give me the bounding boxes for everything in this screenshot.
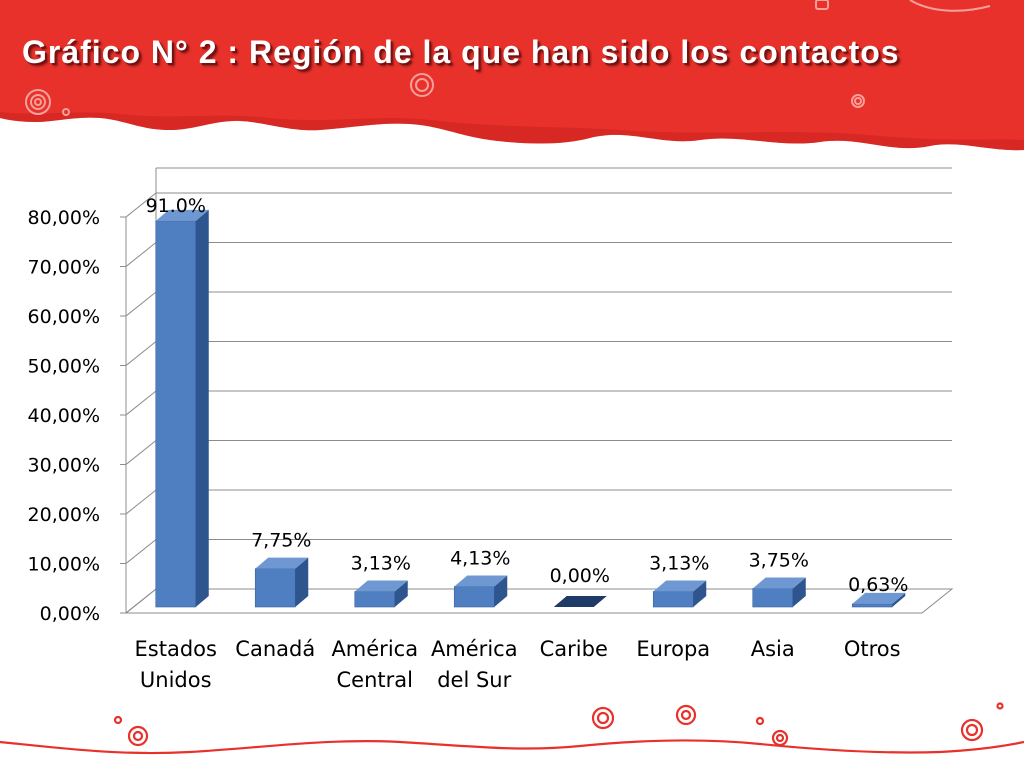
category-label: América del Sur — [431, 637, 518, 692]
chart-floor — [124, 588, 954, 614]
bar-top-face — [852, 592, 906, 604]
y-tick-label: 60,00% — [28, 306, 100, 328]
y-tick-label: 50,00% — [28, 356, 100, 378]
data-label: 3,13% — [649, 553, 709, 575]
bar-top-face — [354, 580, 408, 592]
y-tick-label: 0,00% — [40, 603, 100, 625]
bar — [453, 575, 508, 608]
banner-shape — [0, 0, 1024, 151]
side-wall-gridline — [125, 390, 157, 416]
bar-side-face — [792, 577, 806, 607]
bar-side-face — [892, 592, 906, 607]
side-wall-gridline — [125, 242, 157, 267]
bar — [254, 557, 309, 608]
bar-top-face — [752, 577, 806, 589]
y-tick-label: 40,00% — [28, 405, 100, 427]
y-axis-tick-labels: 0,00% 10,00% 20,00% 30,00% 40,00% 50,00% 60,00… — [28, 207, 100, 625]
y-tick-label: 30,00% — [28, 455, 100, 477]
category-label: América Central — [331, 637, 418, 692]
category-label: Europa — [636, 637, 710, 661]
category-label: Asia — [751, 637, 795, 661]
data-label: 4,13% — [450, 548, 510, 570]
side-wall-gridline — [125, 341, 157, 366]
bar-side-face — [394, 580, 408, 607]
side-wall-gridline — [125, 539, 157, 564]
bar — [553, 596, 607, 607]
x-axis-category-labels: Estados Unidos Canadá América CentralAmérica… — [135, 637, 901, 692]
side-wall-gridline — [125, 192, 157, 218]
side-wall-gridline — [125, 489, 157, 515]
bar-front-face — [254, 568, 296, 608]
bar — [354, 580, 408, 608]
bar-top-face — [454, 575, 508, 587]
bar-front-face — [354, 591, 396, 608]
bar-front-face — [453, 586, 495, 608]
bar-top-face — [653, 580, 707, 592]
bar — [652, 580, 707, 608]
bar-top-face — [553, 596, 607, 607]
bar-side-face — [494, 575, 508, 607]
side-wall-gridline — [125, 440, 157, 465]
swirl-decoration-bottom — [0, 702, 1024, 755]
data-label: 0,63% — [848, 574, 908, 596]
data-label: 3,75% — [749, 549, 809, 571]
y-tick-label: 80,00% — [28, 207, 100, 229]
y-tick-label: 20,00% — [28, 504, 100, 526]
data-label: 3,13% — [351, 553, 411, 575]
bar-side-face — [693, 580, 707, 607]
gridlines — [120, 167, 954, 614]
bar — [851, 592, 906, 608]
y-tick-label: 10,00% — [28, 554, 100, 576]
data-label: 0,00% — [550, 565, 610, 587]
bar-top-face — [255, 557, 309, 569]
category-label: Estados Unidos — [135, 637, 217, 692]
category-label: Canadá — [235, 637, 315, 661]
bar — [155, 209, 209, 608]
bar-side-face — [295, 557, 309, 607]
bar-top-face — [155, 209, 209, 221]
slide-title: Gráfico N° 2 : Región de la que han sido… — [22, 34, 900, 70]
data-label: 91.0% — [146, 195, 206, 217]
bar-front-face — [155, 220, 197, 608]
bar-front-face — [652, 591, 694, 608]
bars — [155, 209, 906, 608]
bar-front-face — [851, 603, 893, 608]
swirl-decoration-top — [25, 0, 991, 116]
data-labels: 91.0% 7,75% 3,13% 4,13% 0,00% 3,13% 3,75% 0,63% — [146, 195, 909, 596]
category-label: Otros — [844, 637, 901, 661]
bar-front-face — [752, 588, 794, 608]
category-label: Caribe — [540, 637, 608, 661]
bar — [752, 577, 806, 608]
y-tick-label: 70,00% — [28, 257, 100, 279]
banner-highlight — [0, 112, 1024, 151]
data-label: 7,75% — [251, 530, 311, 552]
side-wall-gridline — [125, 291, 157, 317]
bar-side-face — [195, 209, 209, 607]
